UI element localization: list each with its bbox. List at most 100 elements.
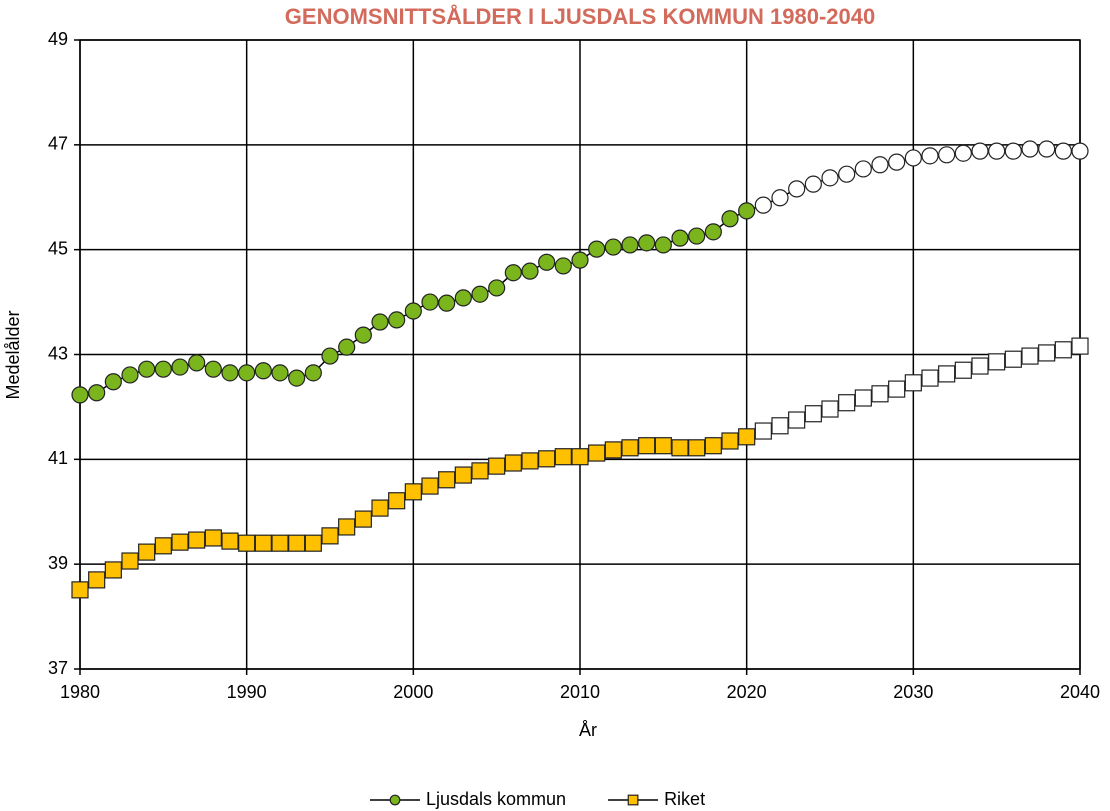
- data-point: [304, 534, 322, 552]
- data-point: [154, 537, 172, 555]
- data-point: [88, 571, 106, 589]
- data-point: [838, 165, 856, 183]
- data-point: [721, 432, 739, 450]
- data-point: [888, 153, 906, 171]
- data-point: [104, 373, 122, 391]
- data-point: [604, 441, 622, 459]
- data-point: [654, 437, 672, 455]
- data-point: [221, 364, 239, 382]
- data-point: [388, 492, 406, 510]
- data-point: [854, 160, 872, 178]
- data-point: [171, 533, 189, 551]
- data-point: [804, 175, 822, 193]
- data-point: [238, 534, 256, 552]
- data-point: [971, 142, 989, 160]
- x-tick-label: 2020: [727, 682, 767, 702]
- data-point: [954, 361, 972, 379]
- data-point: [554, 448, 572, 466]
- data-point: [571, 251, 589, 269]
- data-point: [638, 234, 656, 252]
- x-tick-label: 2040: [1060, 682, 1100, 702]
- data-point: [404, 483, 422, 501]
- data-point: [71, 581, 89, 599]
- data-point: [688, 227, 706, 245]
- data-point: [288, 534, 306, 552]
- data-point: [454, 289, 472, 307]
- y-tick-label: 41: [48, 448, 68, 468]
- data-point: [438, 294, 456, 312]
- data-point: [938, 365, 956, 383]
- data-point: [254, 362, 272, 380]
- chart-title: GENOMSNITTSÅLDER I LJUSDALS KOMMUN 1980-…: [285, 3, 875, 29]
- x-tick-label: 1990: [227, 682, 267, 702]
- data-point: [921, 369, 939, 387]
- data-point: [588, 444, 606, 462]
- data-point: [1054, 142, 1072, 160]
- data-point: [804, 405, 822, 423]
- data-point: [154, 360, 172, 378]
- data-point: [954, 144, 972, 162]
- data-point: [788, 411, 806, 429]
- data-point: [854, 389, 872, 407]
- data-point: [638, 437, 656, 455]
- data-point: [588, 240, 606, 258]
- data-point: [204, 529, 222, 547]
- data-point: [404, 302, 422, 320]
- x-tick-label: 2030: [893, 682, 933, 702]
- data-point: [471, 462, 489, 480]
- data-point: [188, 531, 206, 549]
- y-tick-label: 39: [48, 553, 68, 573]
- data-point: [171, 358, 189, 376]
- data-point: [721, 210, 739, 228]
- data-point: [204, 360, 222, 378]
- data-point: [988, 353, 1006, 371]
- data-point: [871, 385, 889, 403]
- legend-label: Ljusdals kommun: [426, 789, 566, 809]
- data-point: [321, 347, 339, 365]
- data-point: [788, 180, 806, 198]
- data-point: [338, 518, 356, 536]
- data-point: [654, 236, 672, 254]
- data-point: [271, 534, 289, 552]
- data-point: [321, 527, 339, 545]
- y-axis-label: Medelålder: [3, 310, 23, 399]
- data-point: [271, 364, 289, 382]
- data-point: [754, 196, 772, 214]
- data-point: [738, 428, 756, 446]
- data-point: [421, 477, 439, 495]
- data-point: [188, 354, 206, 372]
- data-point: [621, 236, 639, 254]
- data-point: [1054, 341, 1072, 359]
- data-point: [338, 338, 356, 356]
- data-point: [704, 223, 722, 241]
- data-point: [1021, 140, 1039, 158]
- x-tick-label: 1980: [60, 682, 100, 702]
- data-point: [288, 369, 306, 387]
- data-point: [438, 471, 456, 489]
- data-point: [538, 253, 556, 271]
- data-point: [1038, 140, 1056, 158]
- legend-marker: [389, 794, 401, 806]
- data-point: [88, 384, 106, 402]
- data-point: [121, 552, 139, 570]
- data-point: [821, 169, 839, 187]
- data-point: [1071, 337, 1089, 355]
- data-point: [838, 394, 856, 412]
- data-point: [921, 147, 939, 165]
- data-point: [304, 364, 322, 382]
- data-point: [754, 422, 772, 440]
- data-point: [671, 229, 689, 247]
- data-point: [871, 156, 889, 174]
- legend-label: Riket: [664, 789, 705, 809]
- x-axis-label: År: [579, 720, 597, 740]
- y-tick-label: 43: [48, 343, 68, 363]
- data-point: [621, 439, 639, 457]
- data-point: [138, 360, 156, 378]
- data-point: [421, 293, 439, 311]
- data-point: [938, 146, 956, 164]
- data-point: [988, 142, 1006, 160]
- data-point: [521, 262, 539, 280]
- data-point: [888, 380, 906, 398]
